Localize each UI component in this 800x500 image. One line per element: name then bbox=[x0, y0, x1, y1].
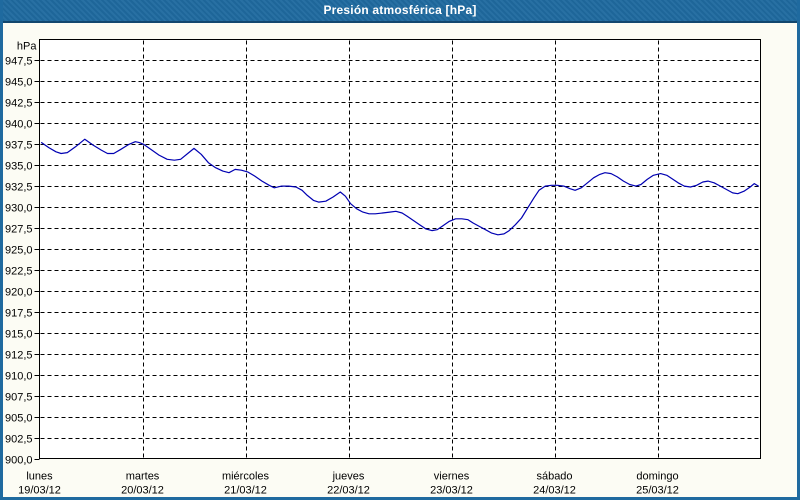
y-grid-group bbox=[34, 60, 760, 460]
x-tick-day-name: miércoles bbox=[222, 471, 270, 483]
y-tick-label: 925,0 bbox=[5, 245, 33, 257]
x-tick-day-date: 25/03/12 bbox=[636, 485, 679, 497]
x-tick-day-name: sábado bbox=[536, 471, 572, 483]
y-tick-label: 910,0 bbox=[5, 371, 33, 383]
x-tick-day-date: 23/03/12 bbox=[430, 485, 473, 497]
x-tick-label-group: sábado 24/03/12 bbox=[533, 471, 576, 497]
y-axis-unit-label: hPa bbox=[17, 41, 37, 53]
y-tick-label: 947,5 bbox=[5, 56, 33, 68]
x-tick-day-date: 19/03/12 bbox=[18, 485, 61, 497]
x-tick-day-date: 24/03/12 bbox=[533, 485, 576, 497]
y-tick-label: 927,5 bbox=[5, 224, 33, 236]
y-tick-label: 900,0 bbox=[5, 455, 33, 467]
x-tick-day-name: viernes bbox=[434, 471, 470, 483]
x-tick-day-name: domingo bbox=[636, 471, 678, 483]
x-tick-label-group: domingo 25/03/12 bbox=[636, 471, 679, 497]
y-tick-label: 902,5 bbox=[5, 434, 33, 446]
x-tick-day-name: lunes bbox=[26, 471, 53, 483]
y-tick-label: 937,5 bbox=[5, 140, 33, 152]
x-tick-day-date: 21/03/12 bbox=[224, 485, 267, 497]
x-tick-day-name: jueves bbox=[332, 471, 365, 483]
y-tick-label: 905,0 bbox=[5, 413, 33, 425]
x-tick-label-group: lunes 19/03/12 bbox=[18, 471, 61, 497]
x-tick-label-group: jueves 22/03/12 bbox=[327, 471, 370, 497]
y-tick-label: 920,0 bbox=[5, 287, 33, 299]
pressure-series-line bbox=[40, 138, 760, 236]
x-tick-label-group: miércoles 21/03/12 bbox=[222, 471, 270, 497]
y-tick-label: 940,0 bbox=[5, 119, 33, 131]
x-tick-day-name: martes bbox=[126, 471, 160, 483]
chart-title: Presión atmosférica [hPa] bbox=[323, 3, 477, 17]
x-tick-label-group: martes 20/03/12 bbox=[121, 471, 164, 497]
chart-canvas: 947,5 945,0 942,5 940,0 937,5 935,0 932,5 930,0… bbox=[5, 39, 761, 497]
y-tick-label: 912,5 bbox=[5, 350, 33, 362]
x-tick-label-group: viernes 23/03/12 bbox=[430, 471, 473, 497]
y-tick-label: 935,0 bbox=[5, 161, 33, 173]
y-tick-label: 932,5 bbox=[5, 182, 33, 194]
y-tick-label: 945,0 bbox=[5, 77, 33, 89]
x-tick-day-date: 22/03/12 bbox=[327, 485, 370, 497]
y-tick-label: 942,5 bbox=[5, 98, 33, 110]
y-tick-label: 907,5 bbox=[5, 392, 33, 404]
y-tick-label: 922,5 bbox=[5, 266, 33, 278]
y-tick-label: 930,0 bbox=[5, 203, 33, 215]
y-tick-label: 915,0 bbox=[5, 329, 33, 341]
title-bar: Presión atmosférica [hPa] bbox=[3, 0, 797, 23]
x-tick-day-date: 20/03/12 bbox=[121, 485, 164, 497]
y-tick-label: 917,5 bbox=[5, 308, 33, 320]
